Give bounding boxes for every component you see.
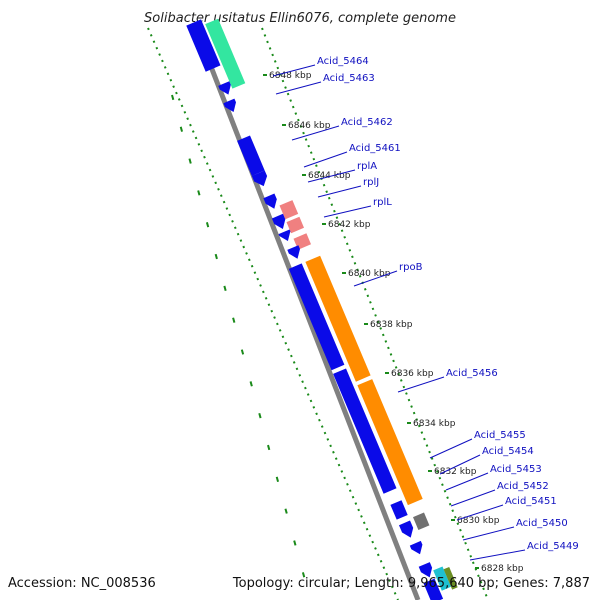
gene-label: Acid_5461	[349, 143, 401, 154]
gene-leader-line	[317, 185, 362, 198]
gene-small-1	[263, 193, 277, 209]
gene-leader-line	[307, 169, 356, 183]
gene-acid-5456	[333, 368, 397, 494]
feature-track	[186, 18, 458, 600]
gene-leader-line	[450, 489, 496, 507]
gc-skew-outer-track	[147, 27, 399, 600]
gene-labels: Acid_5464 Acid_5463 Acid_5462 Acid_5461 rplA…	[272, 56, 579, 561]
gene-leader-line	[323, 205, 372, 218]
gene-leader-line	[456, 504, 504, 521]
tick-label: 6832 kbp	[434, 467, 477, 477]
gene-leader-line	[275, 81, 322, 95]
gene-acid-5454	[390, 500, 408, 520]
gene-leader-line	[445, 472, 489, 491]
gene-leader-line	[353, 270, 398, 287]
tick-label: 6838 kbp	[370, 320, 413, 330]
gene-leader-line	[272, 64, 316, 77]
gene-label: Acid_5464	[317, 56, 369, 67]
gene-small-3	[278, 229, 291, 241]
tick-label: 6846 kbp	[288, 121, 331, 131]
map-title: Solibacter usitatus Ellin6076, complete …	[144, 11, 456, 26]
gene-rpoB-part2	[357, 379, 423, 506]
gene-acid-5450-olive	[443, 567, 458, 590]
gene-acid-5464-block	[205, 18, 246, 89]
gene-label: Acid_5452	[497, 481, 549, 492]
gene-small-2	[271, 213, 286, 229]
gene-label: Acid_5455	[474, 430, 526, 441]
tick-marks: 6848 kbp 6846 kbp 6844 kbp 6842 kbp 6840 kbp…	[263, 71, 524, 574]
tick-label: 6840 kbp	[348, 269, 391, 279]
gene-leader-line	[469, 549, 526, 561]
tick-label: 6842 kbp	[328, 220, 371, 230]
accession-label: Accession: NC_008536	[8, 576, 156, 591]
gene-acid-5461	[251, 170, 268, 187]
tick-label: 6844 kbp	[308, 171, 351, 181]
gene-label: Acid_5462	[341, 117, 393, 128]
gene-acid-5449	[423, 578, 444, 600]
tick-label: 6848 kbp	[269, 71, 312, 81]
tick-label: 6836 kbp	[391, 369, 434, 379]
gene-acid-5463a	[218, 81, 231, 95]
gene-acid-5451	[418, 562, 433, 578]
gene-small-4	[287, 245, 300, 259]
gene-acid-5455	[413, 512, 430, 530]
gene-label: Acid_5454	[482, 446, 534, 457]
gene-acid-5453	[399, 520, 414, 538]
gene-label: Acid_5449	[527, 541, 579, 552]
tick-label: 6828 kbp	[481, 564, 524, 574]
gene-rplA	[279, 200, 299, 220]
gene-rplJ	[286, 216, 304, 234]
tick-label: 6830 kbp	[457, 516, 500, 526]
gene-leader-line	[439, 454, 481, 475]
gene-leader-line	[397, 376, 445, 393]
gene-label: rplL	[373, 197, 392, 208]
gene-cds-long-1	[288, 263, 345, 371]
gene-rpoB-part1	[305, 255, 371, 382]
gene-acid-5463b	[223, 98, 236, 112]
gene-acid-5462	[237, 135, 265, 176]
gene-label: Acid_5453	[490, 464, 542, 475]
gene-acid-5452	[409, 540, 423, 555]
genome-summary: Topology: circular; Length: 9,965,640 bp…	[232, 576, 590, 591]
gc-skew-outer-dashes	[171, 94, 306, 581]
gene-leader-line	[429, 438, 473, 459]
tick-label: 6834 kbp	[413, 419, 456, 429]
gene-label: Acid_5463	[323, 73, 375, 84]
genome-backbone	[193, 27, 421, 600]
gene-leader-line	[462, 526, 515, 541]
gene-label: Acid_5456	[446, 368, 498, 379]
gene-label: rplA	[357, 161, 377, 172]
gene-leader-line	[303, 151, 348, 168]
gene-acid-5450-cyan	[433, 566, 451, 591]
gene-label: Acid_5451	[505, 496, 557, 507]
gene-label: rplJ	[363, 177, 379, 188]
gene-label: Acid_5450	[516, 518, 568, 529]
gene-acid-5464	[186, 19, 221, 72]
gene-label: rpoB	[399, 262, 423, 273]
gc-skew-inner-track	[261, 27, 489, 600]
gene-leader-line	[291, 125, 340, 141]
